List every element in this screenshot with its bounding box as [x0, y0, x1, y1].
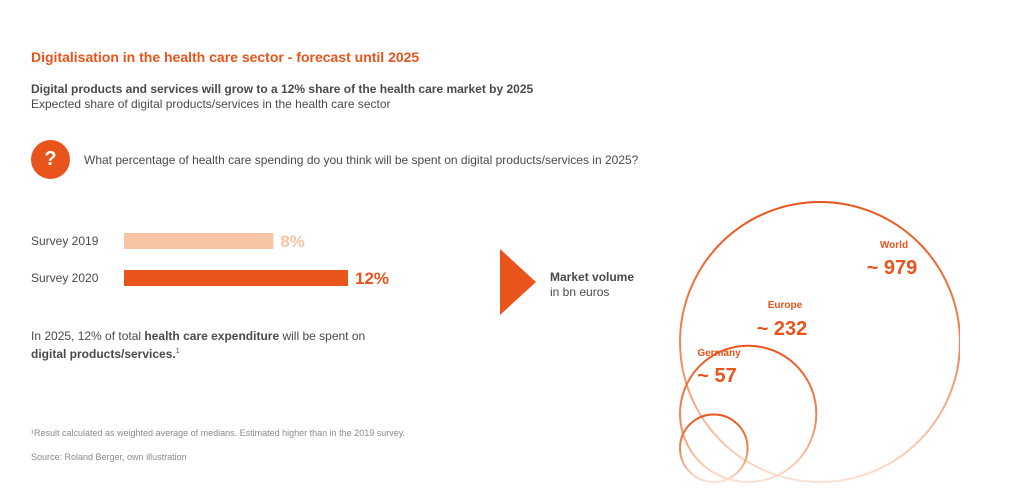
circle-value-europe: ~ 232: [757, 318, 808, 340]
circle-europe: [679, 344, 818, 483]
circle-label-europe: Europe: [768, 300, 803, 311]
market-volume-title: Market volume: [550, 270, 635, 284]
source-note: Source: Roland Berger, own illustration: [31, 452, 187, 462]
circle-germany: [679, 413, 749, 483]
bar-chart: Survey 2019 8% Survey 2020 12%: [31, 232, 389, 288]
page-title: Digitalisation in the health care sector…: [31, 49, 420, 65]
question-text: What percentage of health care spending …: [84, 153, 639, 167]
market-volume-unit: in bn euros: [550, 285, 610, 299]
summary-note: In 2025, 12% of total health care expend…: [31, 328, 411, 362]
note-text-1: In 2025, 12% of total: [31, 329, 145, 343]
circle-value-world: ~ 979: [867, 257, 918, 279]
bar-category-label: Survey 2020: [31, 271, 99, 285]
note-footnote-marker: 1: [175, 348, 180, 355]
circle-value-germany: ~ 57: [697, 365, 736, 387]
subheadline: Expected share of digital products/servi…: [31, 97, 391, 111]
question-mark-icon: ?: [31, 140, 70, 179]
bar-category-label: Survey 2019: [31, 234, 99, 248]
circle-world: [679, 201, 960, 483]
note-bold-1: health care expenditure: [144, 329, 280, 343]
circle-label-world: World: [880, 240, 908, 251]
bar: [124, 270, 348, 286]
headline: Digital products and services will grow …: [31, 82, 534, 96]
market-volume-circles: World ~ 979 Europe ~ 232 Germany ~ 57: [679, 201, 960, 483]
arrow-right-icon: [500, 249, 536, 315]
note-bold-2: digital products/services.: [31, 347, 176, 361]
bar-value-label: 12%: [355, 269, 389, 288]
footnote: ¹Result calculated as weighted average o…: [31, 428, 406, 438]
note-text-2: will be spent on: [279, 329, 366, 343]
bar-value-label: 8%: [280, 232, 305, 251]
bar: [124, 233, 274, 249]
circle-label-germany: Germany: [697, 348, 741, 359]
